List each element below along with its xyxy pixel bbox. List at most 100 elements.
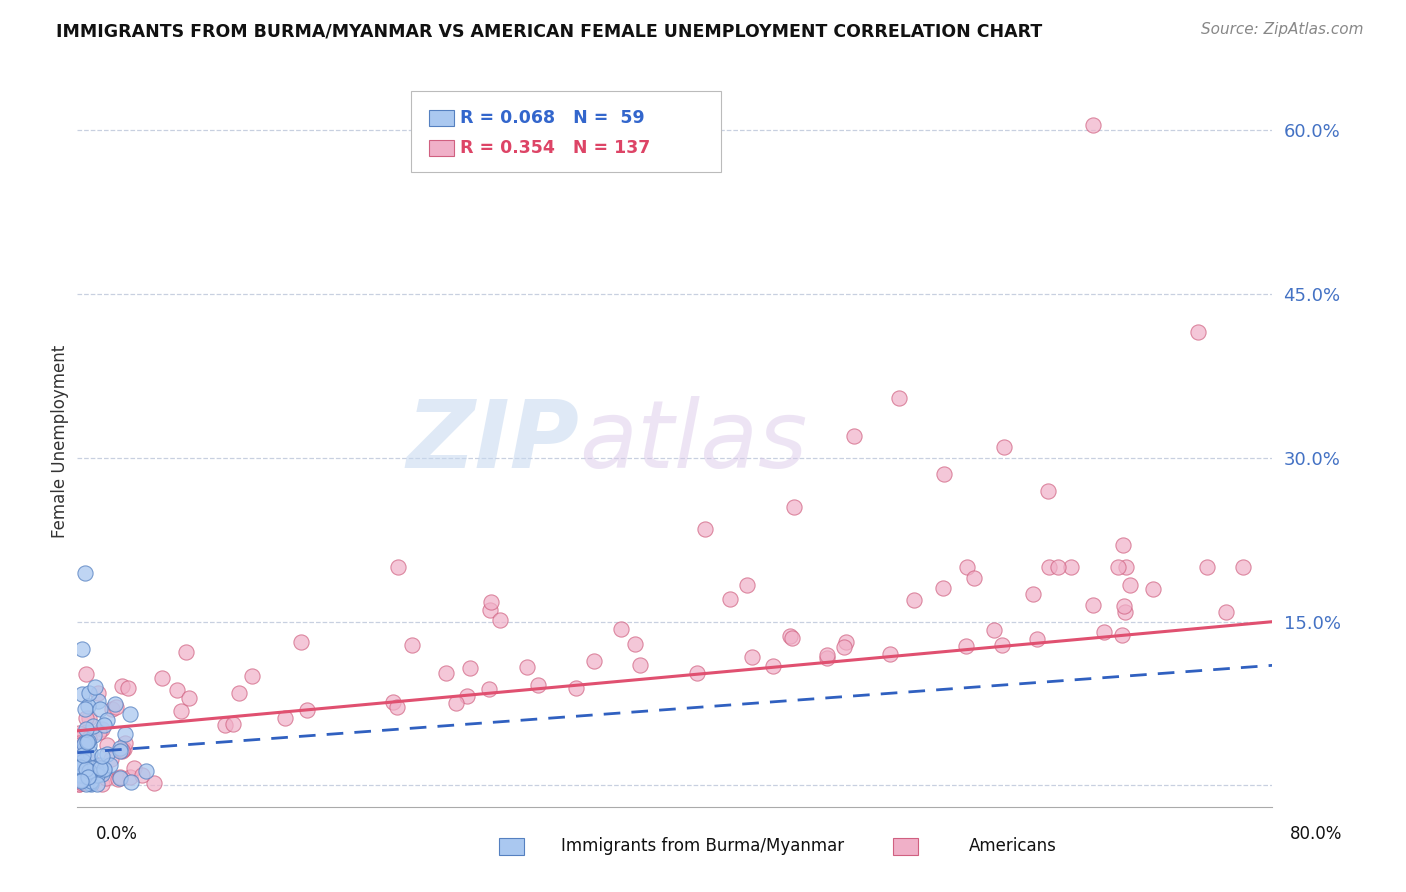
Point <box>96 771 118 785</box>
Text: 0.0%: 0.0% <box>96 825 138 843</box>
Point <box>1038 560 1060 574</box>
Point <box>72 747 94 762</box>
Point <box>114 727 136 741</box>
Point <box>932 467 955 482</box>
Point <box>1022 587 1045 601</box>
Point <box>67 765 90 780</box>
Point <box>887 391 910 405</box>
Point <box>114 736 136 750</box>
Point <box>70 750 93 764</box>
Point <box>96 747 118 761</box>
Point <box>67 764 90 778</box>
Point <box>782 631 804 645</box>
Point <box>817 651 839 665</box>
Point <box>73 757 96 772</box>
Point <box>295 703 318 717</box>
Point <box>142 775 165 789</box>
Text: Immigrants from Burma/Myanmar: Immigrants from Burma/Myanmar <box>561 837 845 855</box>
Point <box>835 634 858 648</box>
Point <box>67 736 90 750</box>
Point <box>93 718 115 732</box>
Point <box>82 755 104 769</box>
Point <box>718 592 741 607</box>
Point <box>70 642 93 657</box>
Point <box>131 768 153 782</box>
Point <box>77 734 100 748</box>
Point <box>86 693 108 707</box>
Point <box>89 702 111 716</box>
Point <box>387 560 409 574</box>
Point <box>90 749 112 764</box>
Point <box>79 776 101 790</box>
Point <box>82 766 104 780</box>
Point <box>1026 632 1049 646</box>
Point <box>98 758 121 772</box>
Point <box>983 623 1005 637</box>
Point <box>1114 605 1136 619</box>
Point <box>478 682 501 697</box>
Point <box>686 665 709 680</box>
Point <box>1215 606 1237 620</box>
Point <box>963 571 986 585</box>
Point <box>117 681 139 695</box>
Point <box>75 762 97 776</box>
Point <box>70 776 93 790</box>
Point <box>93 762 115 776</box>
Point <box>458 661 481 675</box>
Point <box>67 738 90 752</box>
Point <box>107 772 129 786</box>
Point <box>72 774 94 789</box>
Point <box>75 702 97 716</box>
Point <box>77 770 100 784</box>
Point <box>72 758 94 772</box>
Point <box>79 774 101 789</box>
Point <box>112 742 135 756</box>
Point <box>1083 118 1105 132</box>
Point <box>1187 326 1209 340</box>
Point <box>120 774 142 789</box>
Point <box>783 500 806 514</box>
Point <box>67 777 90 791</box>
Point <box>73 566 96 580</box>
Point <box>170 704 193 718</box>
Point <box>228 686 250 700</box>
Point <box>177 690 200 705</box>
Point <box>89 764 111 778</box>
Point <box>1060 560 1083 574</box>
Point <box>101 701 124 715</box>
Text: IMMIGRANTS FROM BURMA/MYANMAR VS AMERICAN FEMALE UNEMPLOYMENT CORRELATION CHART: IMMIGRANTS FROM BURMA/MYANMAR VS AMERICA… <box>56 22 1042 40</box>
Point <box>67 745 90 759</box>
Text: R = 0.354   N = 137: R = 0.354 N = 137 <box>460 139 650 157</box>
Point <box>70 773 93 788</box>
Point <box>86 768 108 782</box>
Point <box>75 666 97 681</box>
Point <box>104 697 127 711</box>
Point <box>80 777 103 791</box>
Point <box>80 761 103 775</box>
Y-axis label: Female Unemployment: Female Unemployment <box>51 345 69 538</box>
Point <box>72 756 94 770</box>
Point <box>488 614 510 628</box>
Point <box>1119 578 1142 592</box>
Point <box>118 770 141 784</box>
Point <box>274 711 297 725</box>
Point <box>565 681 588 696</box>
Point <box>87 760 110 774</box>
Point <box>214 717 236 731</box>
Point <box>1142 582 1164 596</box>
Point <box>779 629 801 643</box>
Point <box>815 648 838 662</box>
Point <box>150 671 173 685</box>
Point <box>1047 560 1070 574</box>
Point <box>104 699 127 714</box>
Point <box>100 752 122 766</box>
Point <box>79 685 101 699</box>
Point <box>903 592 925 607</box>
Point <box>87 725 110 739</box>
Point <box>385 700 408 714</box>
Point <box>1111 627 1133 641</box>
Point <box>993 440 1015 454</box>
Point <box>89 761 111 775</box>
Point <box>67 773 90 788</box>
Point <box>67 768 90 782</box>
